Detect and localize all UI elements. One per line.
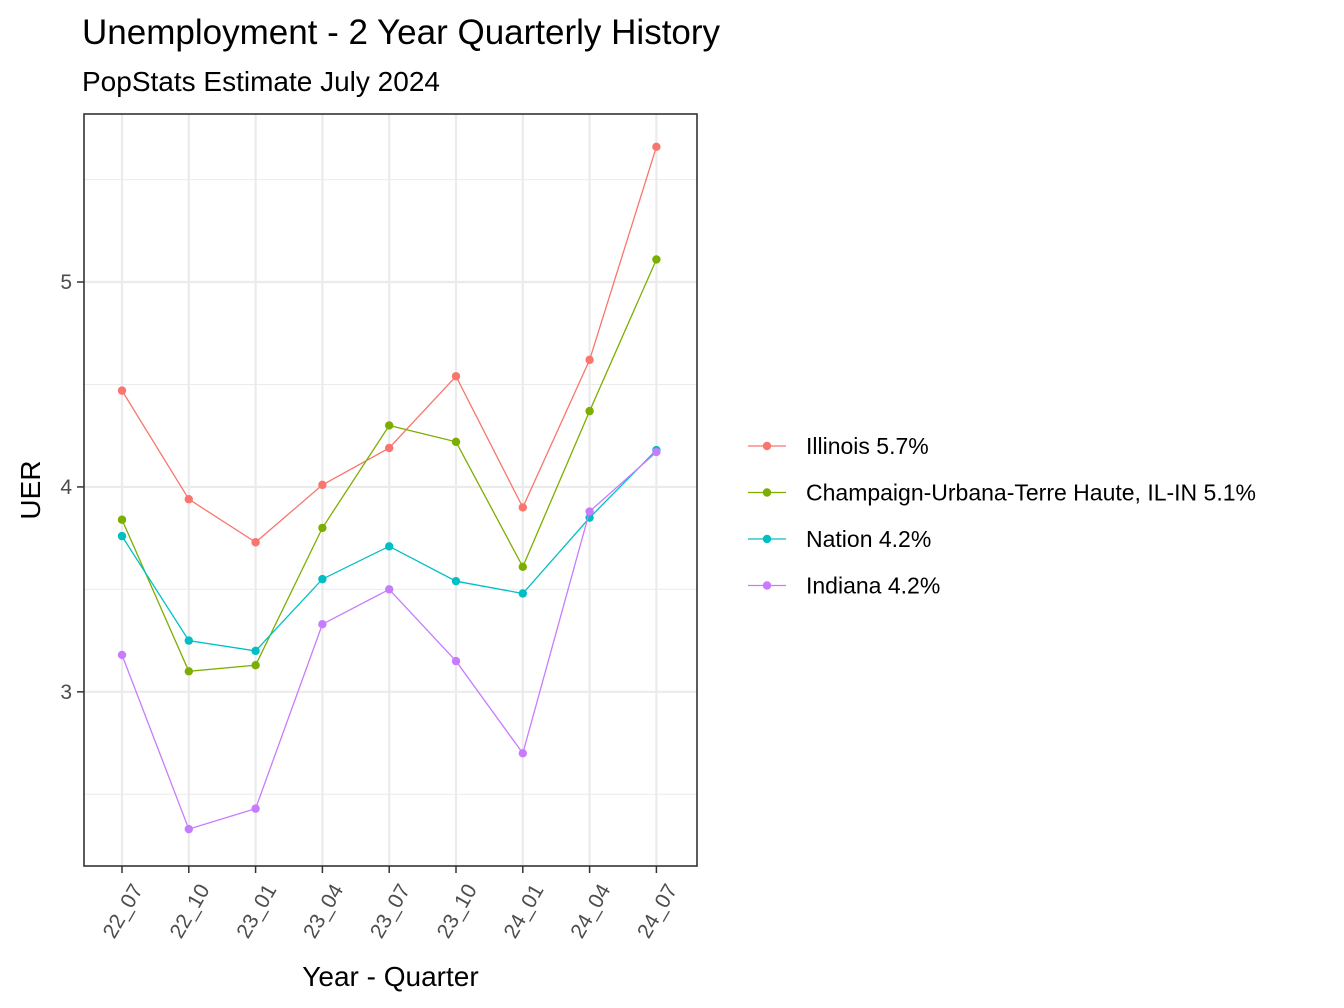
data-point [184, 824, 193, 834]
y-axis: 3 4 5 [60, 271, 84, 704]
data-point [184, 636, 193, 645]
data-point [585, 507, 594, 516]
x-tick-label: 22_07 [99, 880, 148, 942]
data-point [652, 255, 661, 264]
chart-subtitle: PopStats Estimate July 2024 [82, 66, 440, 97]
series-layer [117, 142, 661, 834]
x-tick-label: 23_01 [232, 880, 281, 942]
plot-border [83, 113, 698, 867]
data-point [385, 443, 394, 453]
legend-item: Illinois 5.7% [748, 433, 929, 459]
legend-label: Illinois 5.7% [806, 433, 929, 459]
x-tick-label: 22_10 [165, 880, 214, 942]
data-point [251, 538, 260, 547]
data-point [318, 523, 327, 533]
data-point [318, 574, 327, 584]
data-point [251, 804, 260, 813]
x-tick-label: 24_07 [633, 880, 682, 942]
x-tick-label: 23_10 [433, 880, 482, 942]
chart-title: Unemployment - 2 Year Quarterly History [82, 13, 721, 52]
legend: Illinois 5.7% Champaign-Urbana-Terre Haut… [748, 433, 1256, 599]
y-axis-title: UER [15, 460, 46, 519]
data-point [518, 503, 527, 512]
legend-item: Indiana 4.2% [748, 573, 940, 599]
data-point [385, 421, 394, 430]
plot-panel [84, 114, 697, 866]
data-point [385, 542, 394, 551]
data-point [585, 355, 594, 365]
y-tick-label: 4 [60, 476, 72, 499]
y-tick-label: 3 [60, 681, 72, 704]
data-point [184, 495, 193, 504]
x-tick-label: 24_01 [499, 880, 548, 942]
data-point [184, 667, 193, 676]
data-point [518, 562, 527, 572]
data-point [251, 660, 260, 670]
x-tick-label: 24_04 [566, 880, 615, 942]
data-point [251, 646, 260, 656]
data-point [518, 749, 527, 758]
legend-key-point [762, 581, 772, 590]
series-3 [117, 445, 661, 656]
data-point [585, 406, 594, 416]
legend-key-point [762, 488, 772, 497]
x-tick-label: 23_07 [366, 880, 415, 942]
data-point [652, 142, 661, 151]
legend-item: Champaign-Urbana-Terre Haute, IL-IN 5.1% [748, 480, 1256, 506]
data-point [518, 589, 527, 598]
data-point [451, 656, 461, 666]
series-4 [117, 447, 661, 834]
x-tick-label: 23_04 [299, 880, 348, 942]
data-point [117, 650, 127, 660]
legend-label: Indiana 4.2% [806, 573, 940, 599]
series-1 [117, 142, 661, 547]
legend-label: Champaign-Urbana-Terre Haute, IL-IN 5.1% [806, 480, 1256, 506]
panel-background [84, 114, 697, 866]
y-tick-label: 5 [60, 271, 72, 294]
data-point [318, 620, 327, 629]
data-point [117, 531, 127, 541]
legend-label: Nation 4.2% [806, 526, 931, 552]
data-point [385, 585, 394, 594]
data-point [117, 515, 127, 524]
series-2 [117, 255, 661, 676]
data-point [117, 386, 127, 395]
data-point [652, 447, 661, 457]
legend-key-point [762, 441, 772, 451]
data-point [451, 576, 461, 586]
data-point [451, 372, 461, 381]
data-point [318, 480, 327, 490]
data-point [451, 437, 461, 447]
legend-item: Nation 4.2% [748, 526, 931, 552]
x-axis: 22_07 22_10 23_01 23_04 23_07 23_10 24_01 24_04… [99, 866, 682, 942]
x-axis-title: Year - Quarter [302, 961, 478, 992]
legend-key-point [762, 534, 772, 544]
